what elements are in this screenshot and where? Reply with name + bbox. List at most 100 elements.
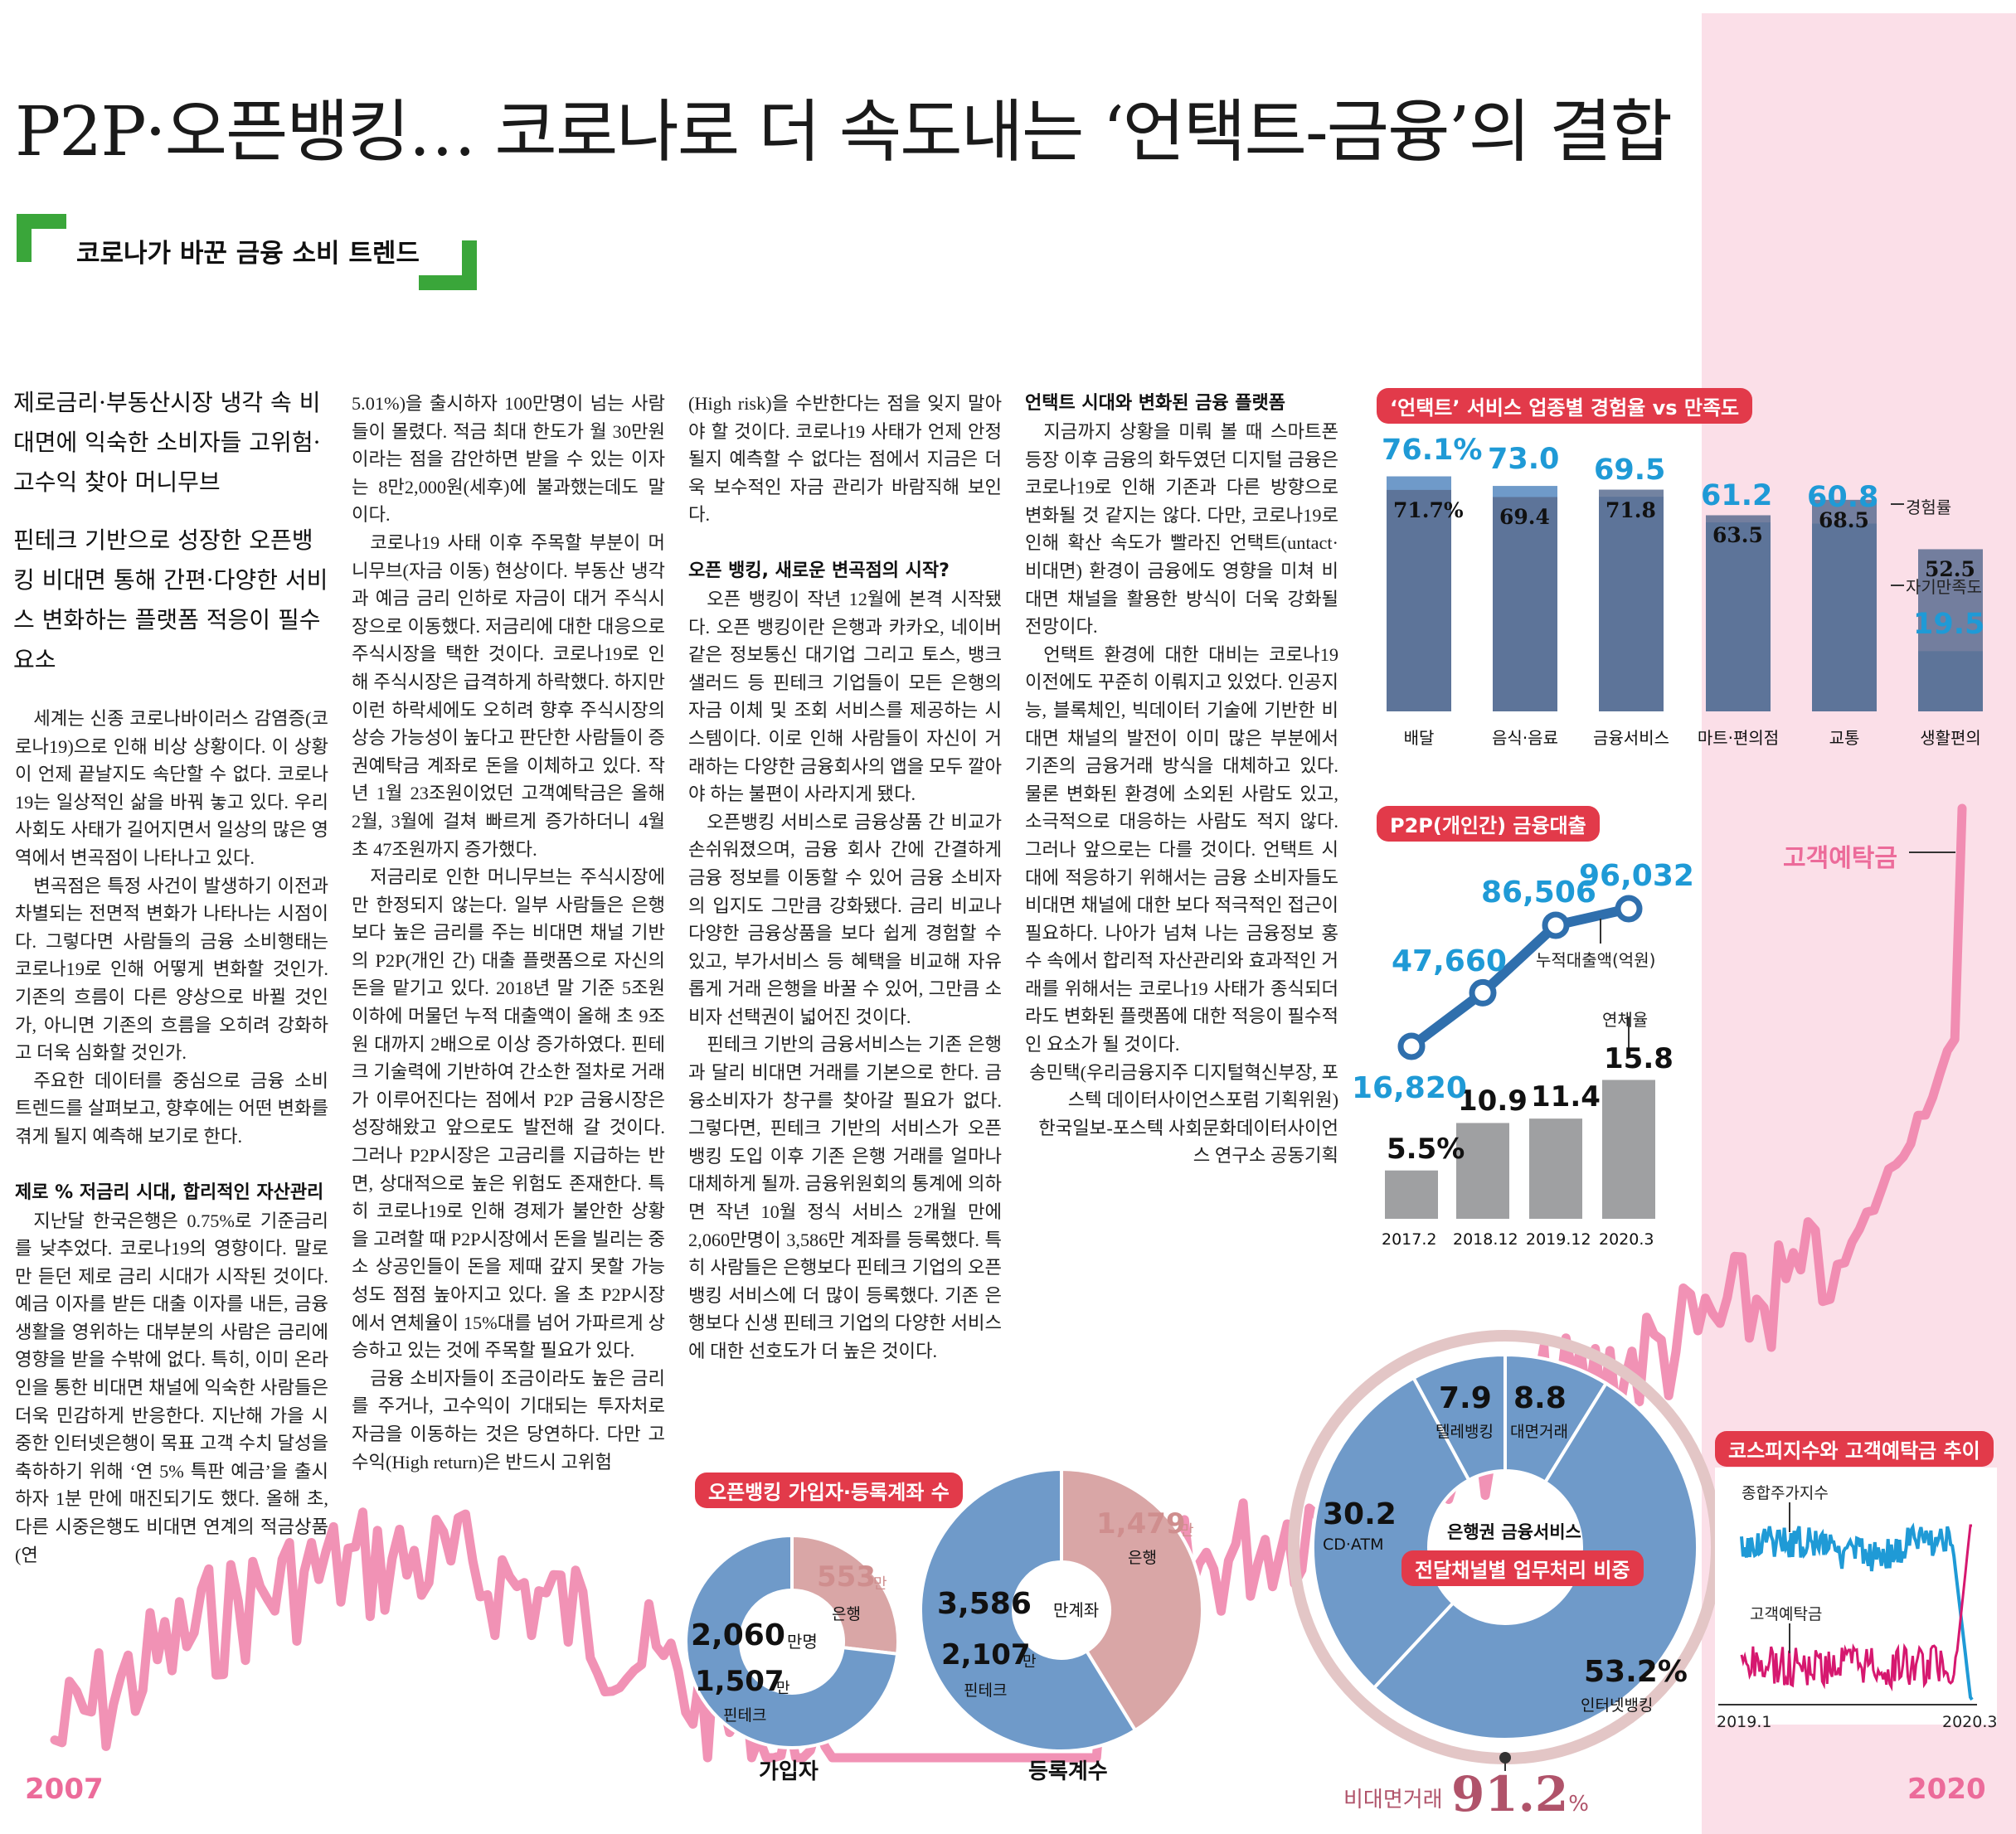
paragraph: 지금까지 상황을 미뤄 볼 때 스마트폰 등장 이후 금융의 화두였던 디지털 … — [1025, 421, 1338, 638]
delinquency-bar — [1385, 1170, 1438, 1219]
loan-value: 96,032 — [1579, 859, 1694, 893]
p2p-x-label: 2018.12 — [1453, 1230, 1518, 1249]
byline: 송민택(우리금융지주 디지털혁신부장, 포스텍 데이터사이언스포럼 기획위원) — [1029, 1061, 1338, 1111]
legend-experience: 경험률 — [1906, 497, 1952, 517]
paragraph: 저금리로 인한 머니무브는 주식시장에만 한정되지 않는다. 일부 사람들은 은… — [352, 866, 665, 1361]
bank-accounts-unit: 만 — [1180, 1522, 1194, 1540]
spacer — [688, 529, 1002, 557]
donut-total-unit: 만계좌 — [1053, 1600, 1100, 1620]
openbanking-0-slice — [684, 1533, 900, 1749]
section-bracket-right — [419, 240, 477, 290]
legend-satisfaction: 자기만족도 — [1906, 577, 1982, 597]
section-bracket-left — [17, 214, 66, 262]
p2p-loan-series-label: 누적대출액(억원) — [1536, 950, 1656, 970]
delinquency-value: 10.9 — [1458, 1084, 1528, 1118]
delinquency-value: 15.8 — [1604, 1041, 1674, 1075]
fintech-accounts-value: 2,107 — [941, 1638, 1031, 1671]
value-label-experience: 61.2 — [1701, 479, 1773, 513]
unitact-bar-chart — [1387, 476, 1983, 711]
channel-slice — [1411, 1352, 1507, 1482]
open-banking-donuts — [684, 1467, 1204, 1753]
bank-signups-unit: 만 — [873, 1575, 887, 1593]
delinquency-value: 11.4 — [1531, 1080, 1601, 1114]
category-label: 마트·편의점 — [1697, 728, 1780, 748]
delinquency-value: 5.5% — [1387, 1132, 1465, 1166]
loan-point — [1469, 978, 1497, 1007]
article-column-3: (High risk)을 수반한다는 점을 잊지 말아야 할 것이다. 코로나1… — [688, 390, 1002, 1366]
loan-value: 47,660 — [1392, 944, 1507, 979]
nonface-unit: % — [1568, 1792, 1589, 1817]
loan-value: 86,506 — [1481, 875, 1596, 910]
category-label: 교통 — [1829, 728, 1860, 748]
spacer — [15, 1151, 328, 1179]
fintech-signups-name: 핀테크 — [723, 1706, 767, 1725]
kospi-line — [1740, 1522, 1974, 1701]
value-label-experience: 19.5 — [1913, 608, 1985, 642]
paragraph: 지난달 한국은행은 0.75%로 기준금리를 낮추었다. 코로나19의 영향이다… — [15, 1210, 328, 1565]
p2p-chart-title: P2P(개인간) 금융대출 — [1377, 806, 1600, 842]
deposit-line — [50, 803, 1967, 1763]
donut-total: 2,060 — [691, 1618, 785, 1652]
loan-point — [1397, 1032, 1426, 1060]
kospi-x-end: 2020.3 — [1942, 1713, 1998, 1731]
kospi-panel — [1715, 1468, 1997, 1725]
category-label: 배달 — [1403, 728, 1435, 748]
donut-caption: 가입자 — [759, 1759, 819, 1784]
fintech-signups-unit: 만 — [776, 1680, 790, 1697]
deposit-line-label: 고객예탁금 — [1783, 844, 1897, 873]
value-label-satisfaction: 63.5 — [1712, 523, 1763, 548]
nonface-number: 91.2 — [1451, 1766, 1569, 1822]
nonface-value: 91.2% — [1451, 1766, 1589, 1822]
deposit-series-label: 고객예탁금 — [1750, 1605, 1823, 1623]
donut-total-unit: 만명 — [787, 1632, 818, 1652]
paragraph: 5.01%)을 출시하자 100만명이 넘는 사람들이 몰렸다. 적금 최대 한… — [352, 393, 665, 526]
p2p-x-label: 2020.3 — [1599, 1230, 1654, 1249]
donut-caption: 등록계수 — [1028, 1759, 1108, 1784]
bar-satisfaction — [1706, 515, 1771, 711]
value-label-satisfaction: 52.5 — [1925, 557, 1975, 582]
p2p-x-label: 2017.2 — [1382, 1230, 1437, 1249]
value-label-satisfaction: 68.5 — [1819, 507, 1869, 532]
deposit-start-year: 2007 — [25, 1773, 104, 1806]
channel-slice-name: 인터넷뱅킹 — [1581, 1696, 1654, 1715]
channel-slice-value: 8.8 — [1513, 1381, 1567, 1415]
channel-center-title: 전달채널별 업무처리 비중 — [1401, 1550, 1644, 1586]
loan-line — [1408, 904, 1630, 1050]
channel-slice-value: 7.9 — [1439, 1381, 1492, 1415]
article-column-1: 세계는 신종 코로나바이러스 감염증(코로나19)으로 인해 비상 상황이다. … — [15, 705, 328, 1569]
paragraph: 세계는 신종 코로나바이러스 감염증(코로나19)으로 인해 비상 상황이다. … — [15, 708, 328, 868]
paragraph: 주요한 데이터를 중심으로 금융 소비 트렌드를 살펴보고, 향후에는 어떤 변… — [15, 1070, 328, 1147]
fintech-accounts-name: 핀테크 — [964, 1681, 1008, 1700]
loan-point — [1542, 911, 1570, 939]
value-label-satisfaction: 71.8 — [1606, 497, 1656, 522]
kospi-deposit-mini-chart — [1715, 1468, 1997, 1725]
fintech-accounts-unit: 만 — [1023, 1653, 1037, 1671]
paragraph: 언택트 환경에 대한 대비는 코로나19 이전에도 꾸준히 이뤄지고 있었다. … — [1025, 643, 1338, 1055]
paragraph: 금융 소비자들이 조금이라도 높은 금리를 주거나, 고수익이 기대되는 투자처… — [352, 1367, 665, 1473]
bank-accounts-value: 1,479 — [1096, 1507, 1186, 1540]
channel-slice-value: 53.2% — [1584, 1655, 1688, 1689]
bar-satisfaction — [1387, 489, 1451, 711]
bar-satisfaction — [1493, 497, 1557, 711]
paragraph: 오픈뱅킹 서비스로 금융상품 간 비교가 손쉬워졌으며, 금융 회사 간에 간결… — [688, 811, 1002, 1027]
p2p-x-label: 2019.12 — [1526, 1230, 1591, 1249]
bar-satisfaction — [1918, 549, 1983, 711]
channel-slice-value: 30.2 — [1323, 1497, 1397, 1531]
credit: 한국일보-포스텍 사회문화데이터사이언스 연구소 공동기획 — [1038, 1117, 1338, 1167]
kospi-x-start: 2019.1 — [1717, 1713, 1772, 1731]
bank-signups-value: 553 — [817, 1560, 876, 1594]
p2p-delinquency-series-label: 연체율 — [1602, 1010, 1649, 1030]
channel-slice-name: 대면거래 — [1510, 1423, 1568, 1441]
channel-slice-name: CD·ATM — [1323, 1536, 1384, 1554]
deposit-mini-line — [1740, 1524, 1972, 1692]
paragraph: 코로나19 사태 이후 주목할 부분이 머니무브(자금 이동) 현상이다. 부동… — [352, 531, 665, 860]
subhead: 오픈 뱅킹, 새로운 변곡점의 시작? — [688, 560, 950, 581]
article-column-4: 언택트 시대와 변화된 금융 플랫폼 지금까지 상황을 미뤄 볼 때 스마트폰 … — [1025, 390, 1338, 1170]
nonface-label: 비대면거래 — [1343, 1788, 1443, 1812]
channel-center-label: 은행권 금융서비스 — [1447, 1522, 1581, 1542]
category-label: 음식·음료 — [1492, 728, 1558, 748]
deck-line-1: 제로금리·부동산시장 냉각 속 비대면에 익숙한 소비자들 고위험·고수익 찾아… — [13, 389, 321, 496]
value-label-experience: 73.0 — [1488, 443, 1560, 477]
deck-line-2: 핀테크 기반으로 성장한 오픈뱅킹 비대면 통해 간편·다양한 서비스 변화하는… — [13, 526, 328, 673]
paragraph: 핀테크 기반의 금융서비스는 기존 은행과 달리 비대면 거래를 기본으로 한다… — [688, 1034, 1002, 1361]
